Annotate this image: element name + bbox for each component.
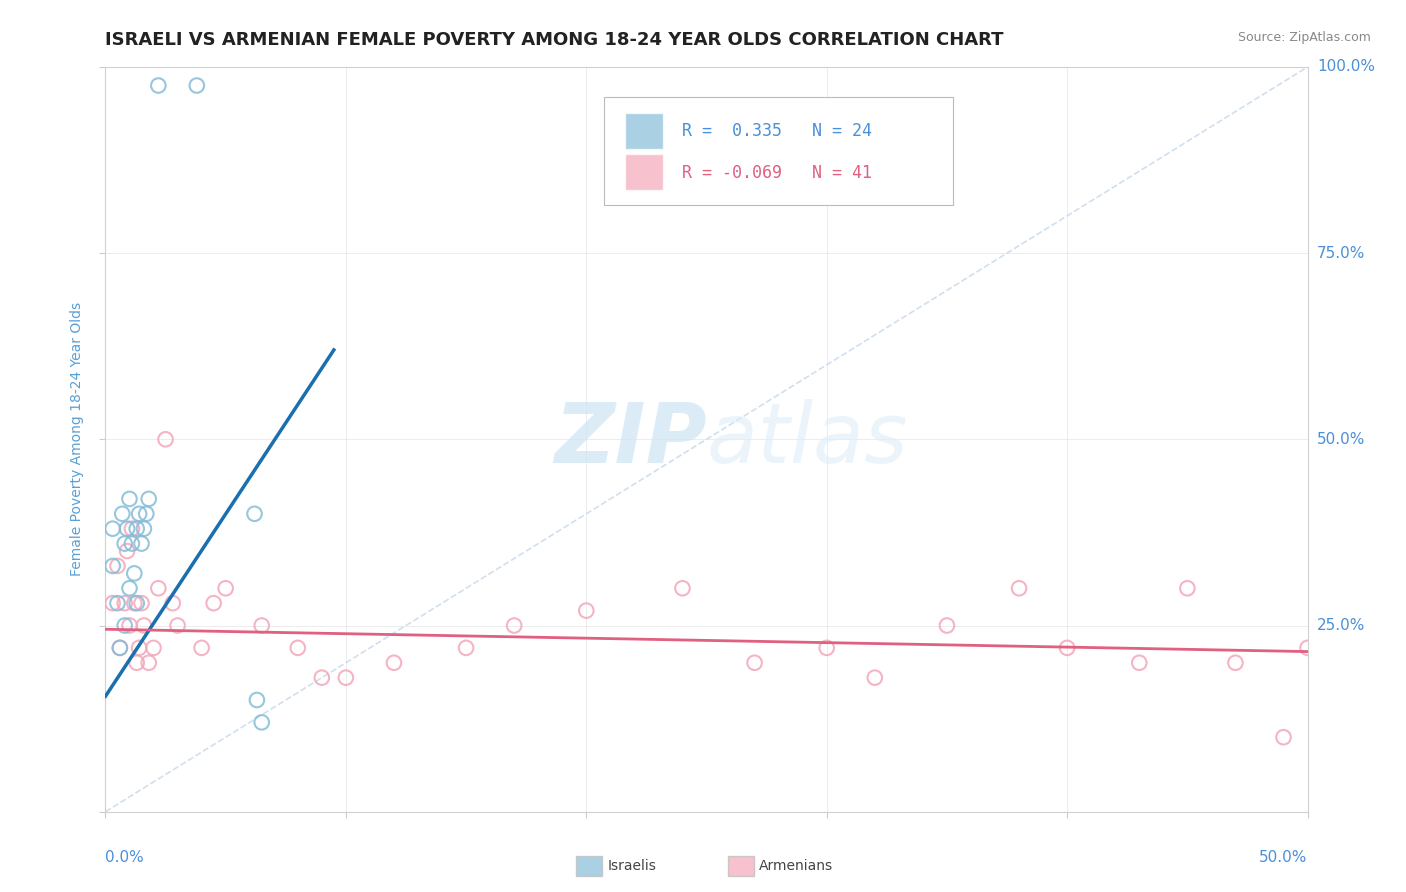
- FancyBboxPatch shape: [624, 154, 664, 190]
- FancyBboxPatch shape: [605, 96, 953, 204]
- Text: ISRAELI VS ARMENIAN FEMALE POVERTY AMONG 18-24 YEAR OLDS CORRELATION CHART: ISRAELI VS ARMENIAN FEMALE POVERTY AMONG…: [105, 31, 1004, 49]
- Point: [138, 491, 160, 506]
- Point: [108, 640, 131, 655]
- Point: [214, 582, 236, 596]
- Point: [107, 558, 129, 573]
- Point: [108, 640, 131, 655]
- Point: [148, 582, 170, 596]
- Point: [1128, 656, 1150, 670]
- Point: [114, 536, 136, 550]
- Point: [936, 618, 959, 632]
- Text: 75.0%: 75.0%: [1317, 245, 1365, 260]
- Point: [311, 671, 333, 685]
- Point: [125, 596, 148, 610]
- Point: [815, 640, 838, 655]
- Point: [1225, 656, 1247, 670]
- Point: [114, 618, 136, 632]
- Point: [128, 640, 150, 655]
- Point: [131, 536, 153, 550]
- Point: [101, 522, 124, 536]
- Point: [503, 618, 526, 632]
- Point: [155, 433, 177, 447]
- Text: R =  0.335   N = 24: R = 0.335 N = 24: [682, 122, 873, 140]
- Point: [121, 522, 143, 536]
- Point: [114, 596, 136, 610]
- Point: [243, 507, 266, 521]
- Point: [118, 491, 141, 506]
- Point: [250, 715, 273, 730]
- Point: [190, 640, 212, 655]
- Point: [454, 640, 477, 655]
- FancyBboxPatch shape: [624, 113, 664, 149]
- Point: [575, 604, 598, 618]
- Point: [250, 618, 273, 632]
- Point: [101, 596, 124, 610]
- Text: Israelis: Israelis: [607, 859, 657, 873]
- Point: [162, 596, 184, 610]
- Point: [1296, 640, 1319, 655]
- Text: ZIP: ZIP: [554, 399, 707, 480]
- Point: [166, 618, 188, 632]
- Point: [125, 656, 148, 670]
- Point: [118, 618, 141, 632]
- Point: [142, 640, 165, 655]
- Text: 0.0%: 0.0%: [105, 850, 145, 865]
- Text: 100.0%: 100.0%: [1317, 60, 1375, 74]
- Text: Armenians: Armenians: [759, 859, 834, 873]
- Point: [671, 582, 693, 596]
- Point: [1008, 582, 1031, 596]
- Point: [124, 566, 146, 581]
- Point: [1175, 582, 1198, 596]
- Point: [148, 78, 170, 93]
- Point: [132, 522, 155, 536]
- Point: [125, 522, 148, 536]
- Point: [118, 582, 141, 596]
- Point: [1056, 640, 1078, 655]
- Point: [121, 536, 143, 550]
- Point: [287, 640, 309, 655]
- Point: [335, 671, 357, 685]
- Text: 25.0%: 25.0%: [1317, 618, 1365, 633]
- Point: [107, 596, 129, 610]
- Text: R = -0.069   N = 41: R = -0.069 N = 41: [682, 163, 873, 182]
- Point: [124, 596, 146, 610]
- Point: [128, 507, 150, 521]
- Point: [246, 693, 269, 707]
- Point: [186, 78, 208, 93]
- Point: [115, 544, 138, 558]
- Point: [135, 507, 157, 521]
- Point: [131, 596, 153, 610]
- Y-axis label: Female Poverty Among 18-24 Year Olds: Female Poverty Among 18-24 Year Olds: [70, 302, 84, 576]
- Point: [115, 522, 138, 536]
- Text: Source: ZipAtlas.com: Source: ZipAtlas.com: [1237, 31, 1371, 45]
- Point: [744, 656, 766, 670]
- Point: [101, 558, 124, 573]
- Text: atlas: atlas: [707, 399, 908, 480]
- Point: [863, 671, 886, 685]
- Point: [1272, 730, 1295, 744]
- Point: [132, 618, 155, 632]
- Point: [111, 507, 134, 521]
- Text: 50.0%: 50.0%: [1260, 850, 1308, 865]
- Point: [382, 656, 405, 670]
- Text: 50.0%: 50.0%: [1317, 432, 1365, 447]
- Point: [138, 656, 160, 670]
- Point: [202, 596, 225, 610]
